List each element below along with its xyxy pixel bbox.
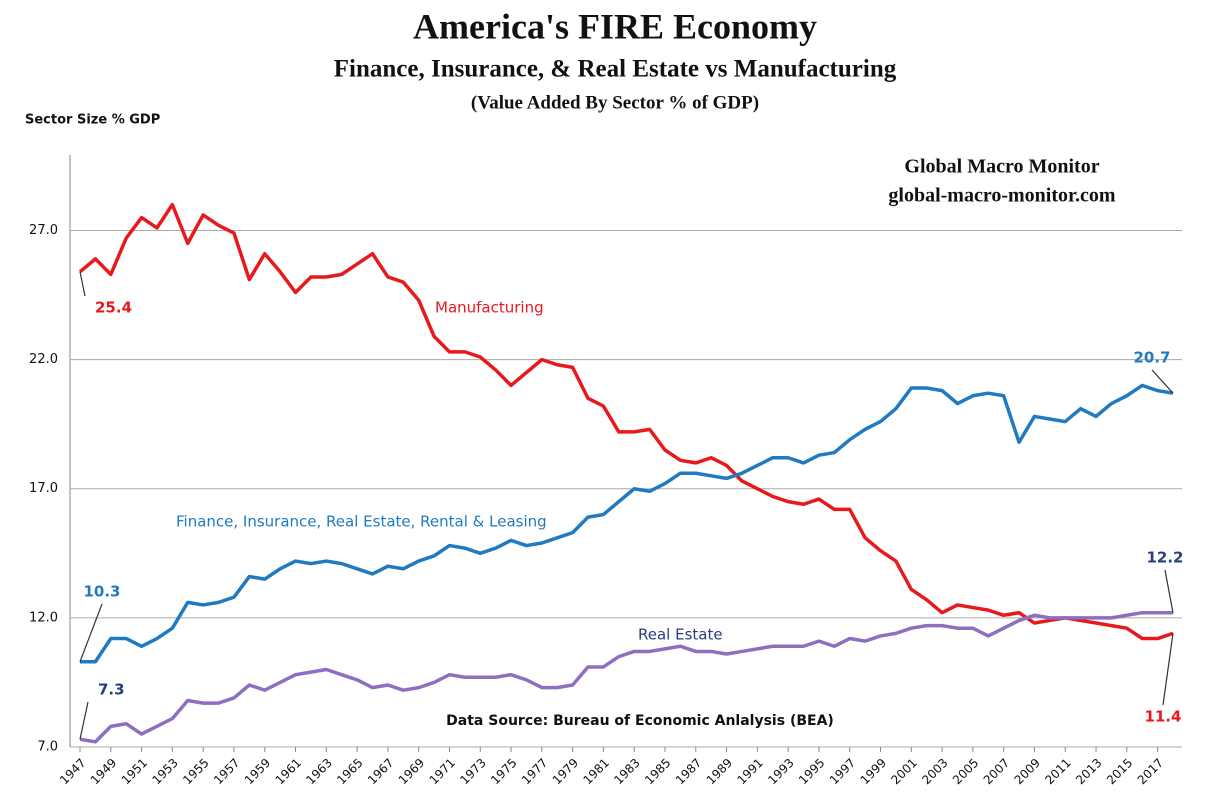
series-line bbox=[79, 610, 1173, 744]
series-line bbox=[80, 383, 1174, 664]
data-label: 25.4 bbox=[95, 299, 132, 317]
leader-line bbox=[79, 271, 86, 297]
data-label: 11.4 bbox=[1144, 708, 1181, 726]
leader-line bbox=[1164, 569, 1174, 613]
leader-line bbox=[79, 701, 89, 740]
data-label: 12.2 bbox=[1146, 549, 1183, 567]
leader-line bbox=[1151, 369, 1174, 394]
y-tick-label: 27.0 bbox=[29, 223, 58, 238]
leader-line bbox=[79, 603, 103, 662]
y-axis-label: Sector Size % GDP bbox=[25, 113, 160, 128]
series-line bbox=[78, 202, 1174, 641]
data-label: 7.3 bbox=[98, 681, 125, 699]
y-tick-label: 12.0 bbox=[29, 610, 58, 625]
chart-subtitle: (Value Added By Sector % of GDP) bbox=[471, 92, 759, 113]
leader-line bbox=[1162, 633, 1174, 706]
source-note: Data Source: Bureau of Economic Anlalysi… bbox=[446, 713, 834, 729]
y-tick-label: 7.0 bbox=[37, 740, 58, 755]
data-label: 10.3 bbox=[83, 583, 120, 601]
series-label: Finance, Insurance, Real Estate, Rental … bbox=[176, 513, 547, 531]
chart-subtitle: Finance, Insurance, & Real Estate vs Man… bbox=[334, 56, 897, 83]
series-label: Real Estate bbox=[638, 626, 723, 644]
data-label: 20.7 bbox=[1133, 349, 1170, 367]
series-label: Manufacturing bbox=[435, 299, 544, 317]
y-tick-label: 22.0 bbox=[29, 352, 58, 367]
y-tick-label: 17.0 bbox=[29, 481, 58, 496]
watermark: Global Macro Monitor bbox=[904, 156, 1099, 178]
chart-title: America's FIRE Economy bbox=[413, 6, 817, 46]
watermark: global-macro-monitor.com bbox=[888, 185, 1116, 207]
